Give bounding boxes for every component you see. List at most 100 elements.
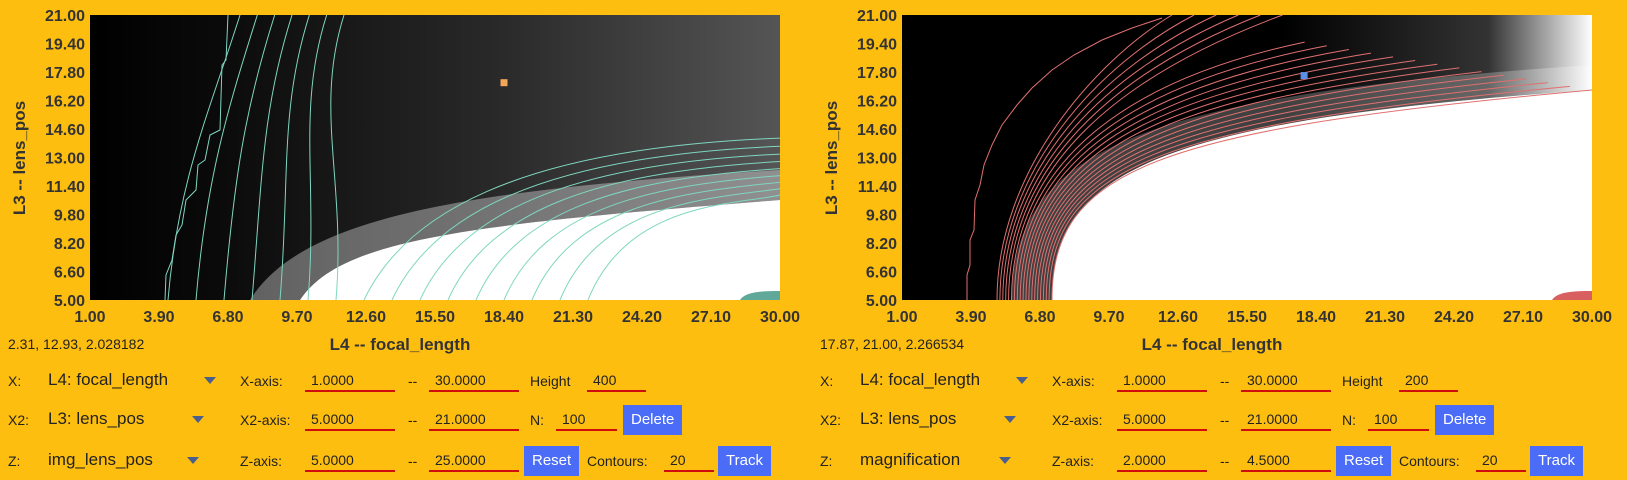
contour-plot-right[interactable]: 1.00 3.90 6.80 9.70 12.60 15.50 18.40 21.30 24.2…	[812, 0, 1612, 360]
contours-input[interactable]	[664, 450, 714, 472]
x-select-caret-icon[interactable]	[1016, 377, 1028, 384]
control-row-x2: X2: L3: lens_pos X2-axis: -- N: Delete	[0, 405, 800, 435]
xaxis-min-input[interactable]	[1117, 370, 1207, 392]
contour-line	[1019, 48, 1349, 301]
height-input[interactable]	[1399, 370, 1458, 392]
track-button[interactable]: Track	[1530, 446, 1583, 476]
contour-line	[1002, 14, 1217, 301]
cursor-marker[interactable]	[1300, 72, 1308, 80]
white-region	[1052, 90, 1592, 300]
zaxis-max-input[interactable]	[429, 450, 519, 472]
contour-line	[475, 168, 781, 301]
z-select[interactable]: img_lens_pos	[48, 450, 153, 469]
contour-line	[391, 145, 781, 301]
y-tick-label: 6.60	[866, 265, 897, 282]
x-tick-label: 3.90	[955, 309, 986, 326]
corner-blob	[1552, 291, 1592, 300]
y-tick-label: 16.20	[857, 94, 897, 111]
x-tick-label: 12.60	[346, 309, 386, 326]
x-tick-label: 9.70	[1093, 309, 1124, 326]
x-tick-label: 24.20	[622, 309, 662, 326]
x-tick-label: 3.90	[143, 309, 174, 326]
y-tick-label: 19.40	[857, 37, 897, 54]
reset-button[interactable]: Reset	[524, 446, 580, 476]
delete-button[interactable]: Delete	[623, 405, 683, 435]
cursor-readout: 17.87, 21.00, 2.266534	[820, 336, 965, 352]
zaxis-dash: --	[408, 453, 418, 469]
n-input[interactable]	[556, 409, 617, 431]
x2-select-caret-icon[interactable]	[1004, 416, 1016, 423]
xaxis-min-input[interactable]	[305, 370, 395, 392]
height-input[interactable]	[587, 370, 646, 392]
xaxis-max-input[interactable]	[429, 370, 519, 392]
contour-line	[223, 14, 276, 301]
y-tick-label: 8.20	[866, 236, 897, 253]
reset-button[interactable]: Reset	[1336, 446, 1392, 476]
x-tick-label: 24.20	[1434, 309, 1474, 326]
x-select[interactable]: L4: focal_length	[860, 370, 981, 389]
contour-plot-left[interactable]: 1.00 3.90 6.80 9.70 12.60 15.50 18.40 21.30 24.2…	[0, 0, 800, 360]
xaxis-max-input[interactable]	[1241, 370, 1331, 392]
x-label: X:	[820, 373, 834, 389]
x2-select[interactable]: L3: lens_pos	[48, 409, 145, 428]
x-tick-label: 12.60	[1158, 309, 1198, 326]
contour-line	[167, 14, 241, 301]
z-select[interactable]: magnification	[860, 450, 961, 469]
cursor-marker[interactable]	[500, 79, 508, 87]
contour-line	[503, 175, 781, 301]
contour-line	[587, 194, 781, 301]
contour-line	[363, 137, 781, 301]
contour-line	[279, 14, 310, 301]
track-button[interactable]: Track	[718, 446, 771, 476]
y-tick-label: 16.20	[45, 94, 85, 111]
contour-line	[531, 181, 781, 301]
zaxis-min-input[interactable]	[305, 450, 395, 472]
contours-input[interactable]	[1476, 450, 1526, 472]
x-tick-label: 6.80	[1024, 309, 1055, 326]
x-select-caret-icon[interactable]	[204, 377, 216, 384]
x2axis-min-input[interactable]	[1117, 409, 1207, 431]
y-tick-label: 14.60	[857, 122, 897, 139]
zaxis-min-input[interactable]	[1117, 450, 1207, 472]
y-tick-label: 19.40	[45, 37, 85, 54]
zaxis-max-input[interactable]	[1241, 450, 1331, 472]
xaxis-dash: --	[1220, 373, 1230, 389]
z-select-caret-icon[interactable]	[187, 457, 199, 464]
x2axis-max-input[interactable]	[1241, 409, 1331, 431]
x-tick-label: 1.00	[74, 309, 105, 326]
contour-line	[999, 14, 1195, 301]
contour-lines	[167, 14, 781, 301]
y-tick-labels: 21.00 19.40 17.80 16.20 14.60 13.00 11.40 9.80 8…	[45, 8, 85, 310]
contour-line	[1016, 45, 1327, 301]
x-select[interactable]: L4: focal_length	[48, 370, 169, 389]
contour-line	[1005, 14, 1239, 301]
y-axis-title: L3 -- lens_pos	[10, 101, 29, 215]
y-tick-label: 9.80	[866, 208, 897, 225]
control-row-z: Z: img_lens_pos Z-axis: -- Reset Contour…	[0, 446, 800, 476]
x-tick-labels: 1.00 3.90 6.80 9.70 12.60 15.50 18.40 21.30 24.2…	[74, 309, 800, 326]
y-tick-label: 6.60	[54, 265, 85, 282]
n-input[interactable]	[1368, 409, 1429, 431]
contour-line	[251, 14, 293, 301]
contour-line	[1013, 41, 1305, 301]
control-row-z: Z: magnification Z-axis: -- Reset Contou…	[812, 446, 1612, 476]
x-axis-title: L4 -- focal_length	[1142, 335, 1283, 354]
height-label: Height	[530, 373, 571, 389]
x2axis-max-input[interactable]	[429, 409, 519, 431]
contour-panel-left: 1.00 3.90 6.80 9.70 12.60 15.50 18.40 21.30 24.2…	[0, 0, 800, 480]
x2-select[interactable]: L3: lens_pos	[860, 409, 957, 428]
contour-line	[1048, 85, 1570, 301]
z-label: Z:	[820, 453, 833, 469]
x2axis-min-input[interactable]	[305, 409, 395, 431]
white-glow	[1012, 65, 1592, 300]
x-tick-label: 30.00	[1572, 309, 1612, 326]
contours-label: Contours:	[1399, 453, 1460, 469]
delete-button[interactable]: Delete	[1435, 405, 1495, 435]
x2-select-caret-icon[interactable]	[192, 416, 204, 423]
n-label: N:	[530, 412, 544, 428]
contour-line	[1031, 63, 1438, 301]
contour-line	[195, 14, 258, 301]
z-select-caret-icon[interactable]	[999, 457, 1011, 464]
stair-boundary	[966, 17, 1163, 300]
x-tick-label: 1.00	[886, 309, 917, 326]
